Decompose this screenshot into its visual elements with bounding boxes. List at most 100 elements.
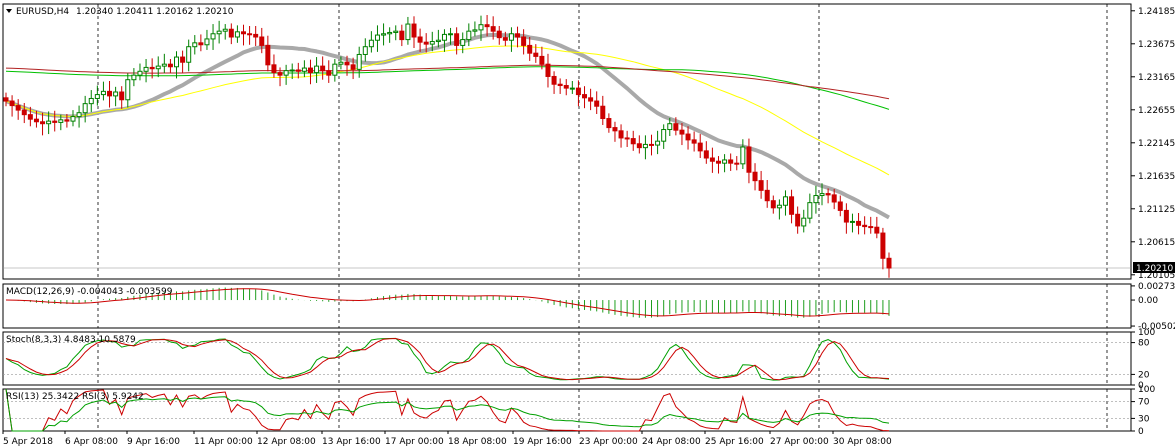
candle-body bbox=[563, 85, 569, 89]
time-tick-label: 24 Apr 08:00 bbox=[642, 437, 701, 447]
candle-body bbox=[192, 42, 198, 48]
candle-body bbox=[82, 103, 88, 114]
candle-body bbox=[880, 232, 886, 259]
time-tick-label: 25 Apr 16:00 bbox=[705, 437, 764, 447]
candle-body bbox=[271, 64, 277, 74]
candle-body bbox=[393, 30, 399, 33]
candle-body bbox=[374, 34, 380, 41]
candle-body bbox=[722, 159, 728, 164]
candle-body bbox=[155, 65, 161, 70]
candle-body bbox=[734, 162, 740, 165]
candle-body bbox=[557, 83, 563, 87]
candle-body bbox=[107, 90, 113, 97]
candle-body bbox=[843, 209, 849, 223]
candle-body bbox=[849, 220, 855, 223]
candle-body bbox=[490, 26, 496, 32]
candle-body bbox=[697, 142, 703, 152]
candle-body bbox=[709, 157, 715, 162]
candle-body bbox=[642, 143, 648, 149]
price-tick-label: 1.21125 bbox=[1138, 205, 1175, 215]
symbol-label: EURUSD,H4 bbox=[16, 7, 69, 17]
candle-body bbox=[356, 53, 362, 70]
candle-body bbox=[782, 196, 788, 206]
candle-body bbox=[113, 91, 119, 97]
candle-body bbox=[381, 33, 387, 36]
candle-body bbox=[606, 118, 612, 129]
candle-body bbox=[320, 65, 326, 72]
time-tick-label: 23 Apr 00:00 bbox=[579, 437, 638, 447]
candle-body bbox=[874, 226, 880, 234]
time-tick-label: 6 Apr 08:00 bbox=[65, 437, 118, 447]
candle-body bbox=[180, 56, 186, 63]
candle-body bbox=[435, 39, 441, 43]
candle-body bbox=[167, 63, 173, 68]
moving-average-50 bbox=[5, 45, 890, 176]
candle-body bbox=[143, 66, 149, 72]
candle-body bbox=[423, 41, 429, 45]
candle-body bbox=[277, 72, 283, 76]
macd-label: MACD(12,26,9) -0.004043 -0.003599 bbox=[6, 287, 173, 297]
candle-body bbox=[886, 257, 892, 269]
candle-body bbox=[234, 31, 240, 38]
stoch-label: Stoch(8,3,3) 4.8483 10.5879 bbox=[6, 335, 136, 345]
candle-body bbox=[569, 87, 575, 90]
candle-body bbox=[64, 119, 70, 122]
candle-body bbox=[746, 146, 752, 173]
candle-body bbox=[478, 24, 484, 31]
candle-body bbox=[21, 109, 27, 116]
rsi-label: RSI(13) 25.3422 RSI(3) 5.9242 bbox=[6, 392, 144, 402]
candle-body bbox=[301, 67, 307, 72]
candle-body bbox=[9, 100, 15, 107]
price-tick-label: 1.21635 bbox=[1138, 172, 1175, 182]
rsi-scale-label: 30 bbox=[1138, 414, 1150, 424]
candle-body bbox=[283, 70, 289, 76]
candle-body bbox=[825, 193, 831, 196]
price-tick-label: 1.23165 bbox=[1138, 73, 1175, 83]
price-pane-frame bbox=[2, 3, 1132, 280]
price-tick-label: 1.22145 bbox=[1138, 139, 1175, 149]
price-tick-label: 1.22655 bbox=[1138, 106, 1175, 116]
candle-body bbox=[831, 194, 837, 203]
candle-body bbox=[636, 143, 642, 149]
candle-body bbox=[801, 217, 807, 227]
price-tick-label: 1.23675 bbox=[1138, 40, 1175, 50]
time-tick-label: 11 Apr 00:00 bbox=[194, 437, 253, 447]
time-tick-label: 19 Apr 16:00 bbox=[513, 437, 572, 447]
candle-body bbox=[52, 120, 58, 123]
candle-body bbox=[3, 97, 9, 102]
rsi-scale-label: 0 bbox=[1138, 427, 1144, 437]
candle-body bbox=[88, 97, 94, 105]
candle-body bbox=[508, 33, 514, 41]
candle-body bbox=[588, 97, 594, 102]
candle-body bbox=[752, 171, 758, 182]
candle-body bbox=[521, 36, 527, 46]
current-price-label: 1.20210 bbox=[1136, 264, 1173, 274]
candle-body bbox=[70, 116, 76, 122]
candle-body bbox=[515, 33, 521, 38]
candle-body bbox=[265, 44, 271, 66]
time-tick-label: 12 Apr 08:00 bbox=[257, 437, 316, 447]
candle-body bbox=[411, 23, 417, 38]
stoch-scale-label: 0 bbox=[1138, 381, 1144, 391]
stoch-signal-line bbox=[5, 337, 890, 381]
candle-body bbox=[332, 63, 338, 76]
candle-body bbox=[472, 29, 478, 32]
candle-body bbox=[789, 196, 795, 215]
time-tick-label: 5 Apr 2018 bbox=[3, 437, 53, 447]
candle-body bbox=[600, 105, 606, 120]
candle-body bbox=[758, 180, 764, 191]
candle-body bbox=[399, 30, 405, 41]
candle-body bbox=[795, 213, 801, 227]
candle-body bbox=[594, 100, 600, 107]
candle-body bbox=[247, 33, 253, 36]
candle-body bbox=[527, 44, 533, 54]
rsi-scale-label: 70 bbox=[1138, 398, 1150, 408]
candle-body bbox=[673, 123, 679, 131]
candle-body bbox=[770, 200, 776, 209]
time-tick-label: 9 Apr 16:00 bbox=[127, 437, 180, 447]
candle-body bbox=[612, 127, 618, 132]
macd-scale-label: 0.00 bbox=[1138, 296, 1158, 306]
macd-scale-label: 0.002733 bbox=[1138, 282, 1175, 292]
candle-body bbox=[405, 23, 411, 41]
candle-body bbox=[307, 67, 313, 74]
